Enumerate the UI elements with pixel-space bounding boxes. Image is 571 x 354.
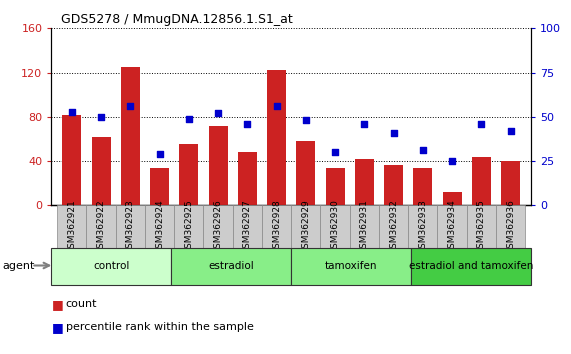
Text: GSM362933: GSM362933 xyxy=(419,199,427,254)
Point xyxy=(448,158,457,164)
Bar xyxy=(472,156,491,205)
Text: ■: ■ xyxy=(51,321,63,334)
Bar xyxy=(208,126,228,205)
Bar xyxy=(413,168,432,205)
Bar xyxy=(238,152,257,205)
Text: estradiol and tamoxifen: estradiol and tamoxifen xyxy=(409,261,533,272)
Point xyxy=(272,103,281,109)
FancyBboxPatch shape xyxy=(233,205,262,248)
FancyBboxPatch shape xyxy=(291,205,320,248)
FancyBboxPatch shape xyxy=(467,205,496,248)
Text: percentile rank within the sample: percentile rank within the sample xyxy=(66,322,254,332)
Bar xyxy=(91,137,111,205)
Point xyxy=(389,130,398,136)
FancyBboxPatch shape xyxy=(291,248,411,285)
FancyBboxPatch shape xyxy=(411,248,531,285)
Point xyxy=(184,116,194,121)
Text: GSM362929: GSM362929 xyxy=(301,199,310,254)
Text: GSM362927: GSM362927 xyxy=(243,199,252,254)
Text: GSM362934: GSM362934 xyxy=(448,199,457,254)
Text: GSM362921: GSM362921 xyxy=(67,199,77,254)
Text: GSM362926: GSM362926 xyxy=(214,199,223,254)
FancyBboxPatch shape xyxy=(437,205,467,248)
Text: GSM362932: GSM362932 xyxy=(389,199,398,254)
Text: GSM362923: GSM362923 xyxy=(126,199,135,254)
FancyBboxPatch shape xyxy=(349,205,379,248)
Text: control: control xyxy=(93,261,130,272)
FancyBboxPatch shape xyxy=(408,205,437,248)
FancyBboxPatch shape xyxy=(51,248,171,285)
FancyBboxPatch shape xyxy=(171,248,291,285)
Point xyxy=(360,121,369,127)
Bar xyxy=(501,161,520,205)
FancyBboxPatch shape xyxy=(174,205,203,248)
FancyBboxPatch shape xyxy=(86,205,116,248)
Text: GSM362930: GSM362930 xyxy=(331,199,340,254)
FancyBboxPatch shape xyxy=(496,205,525,248)
Text: estradiol: estradiol xyxy=(208,261,254,272)
Point xyxy=(418,148,427,153)
Point xyxy=(67,109,77,114)
Text: GDS5278 / MmugDNA.12856.1.S1_at: GDS5278 / MmugDNA.12856.1.S1_at xyxy=(61,13,293,26)
Bar xyxy=(121,67,140,205)
Point xyxy=(96,114,106,120)
FancyBboxPatch shape xyxy=(203,205,233,248)
Text: GSM362931: GSM362931 xyxy=(360,199,369,254)
Point xyxy=(155,151,164,157)
Text: GSM362935: GSM362935 xyxy=(477,199,486,254)
Point xyxy=(477,121,486,127)
FancyBboxPatch shape xyxy=(57,205,86,248)
Bar xyxy=(296,141,315,205)
Bar xyxy=(384,166,403,205)
FancyBboxPatch shape xyxy=(145,205,174,248)
Point xyxy=(506,128,515,134)
FancyBboxPatch shape xyxy=(116,205,145,248)
Point xyxy=(301,118,311,123)
Bar xyxy=(150,168,169,205)
FancyBboxPatch shape xyxy=(262,205,291,248)
Bar xyxy=(355,159,374,205)
Text: GSM362924: GSM362924 xyxy=(155,199,164,254)
Text: ■: ■ xyxy=(51,298,63,311)
Text: tamoxifen: tamoxifen xyxy=(325,261,377,272)
Bar xyxy=(62,115,81,205)
Bar xyxy=(443,192,461,205)
Bar xyxy=(325,168,344,205)
Bar xyxy=(267,70,286,205)
Bar xyxy=(179,144,198,205)
Text: count: count xyxy=(66,299,97,309)
Text: agent: agent xyxy=(3,261,35,271)
FancyBboxPatch shape xyxy=(379,205,408,248)
Text: GSM362922: GSM362922 xyxy=(96,199,106,254)
Point xyxy=(331,149,340,155)
Point xyxy=(126,103,135,109)
Text: GSM362928: GSM362928 xyxy=(272,199,281,254)
Point xyxy=(214,110,223,116)
Text: GSM362925: GSM362925 xyxy=(184,199,194,254)
Point xyxy=(243,121,252,127)
FancyBboxPatch shape xyxy=(320,205,349,248)
Text: GSM362936: GSM362936 xyxy=(506,199,515,254)
